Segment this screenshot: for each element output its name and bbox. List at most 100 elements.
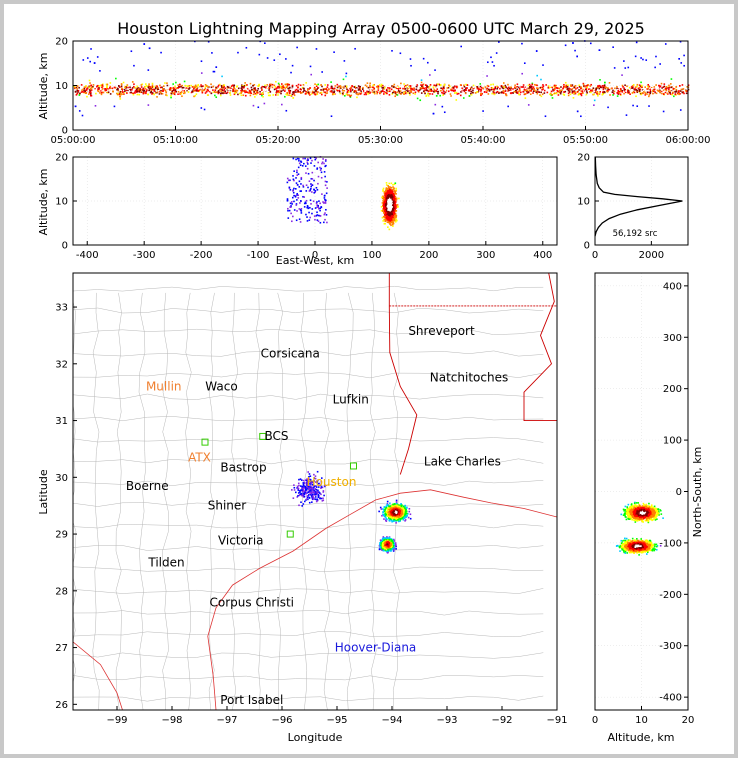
altitude-time-source [356, 90, 359, 93]
altitude-ew-source [385, 187, 388, 189]
altitude-time-source [583, 89, 586, 92]
altitude-ew-source [286, 198, 289, 200]
altitude-ew-source [290, 201, 293, 203]
plan-view-source [384, 514, 387, 517]
altitude-time-source [187, 91, 190, 93]
altitude-time-source [282, 89, 284, 92]
altitude-ew-source [296, 184, 299, 186]
altitude-time-source [359, 87, 362, 90]
altitude-ew-source [385, 218, 387, 221]
altitude-time-source [190, 91, 193, 94]
altitude-time-source [502, 82, 505, 84]
altitude-time-source [134, 86, 137, 89]
altitude-time-source [287, 87, 289, 90]
altitude-time-source [272, 94, 275, 96]
altitude-time-source [333, 51, 335, 53]
altitude-time-source [516, 83, 519, 86]
altitude-time-source [485, 91, 488, 94]
altitude-time-source [151, 93, 153, 95]
altitude-ew-source [324, 184, 327, 187]
altitude-time-source [546, 91, 549, 94]
altitude-time-source [333, 90, 336, 93]
altitude-time-source [291, 84, 294, 87]
altitude-time-source [578, 93, 580, 96]
altitude-time-source [121, 87, 123, 90]
altitude-time-source [257, 85, 260, 88]
plan-view-source [408, 507, 411, 510]
altitude-time-source [275, 87, 278, 90]
altitude-ew-source [393, 203, 396, 206]
altitude-time-source [648, 95, 650, 98]
altitude-time-source [101, 86, 103, 89]
altitude-time-source [419, 99, 422, 102]
altitude-time-source [586, 84, 589, 87]
altitude-time-source [664, 90, 666, 92]
altitude-time-source [551, 97, 554, 99]
altitude-ew-source [385, 200, 388, 202]
altitude-ew-source [324, 212, 326, 214]
altitude-ew-source [393, 217, 396, 220]
altitude-time-source [541, 86, 544, 89]
altitude-time-source [437, 83, 439, 85]
altitude-time-source [498, 92, 500, 95]
altitude-ew-source [392, 218, 395, 220]
altitude-time-source [422, 87, 424, 90]
altitude-time-source [222, 85, 224, 88]
altitude-time-source [179, 83, 181, 86]
altitude-time-source [527, 91, 530, 94]
altitude-time-source [509, 92, 512, 94]
altitude-time-source [199, 87, 202, 89]
altitude-time-source [231, 88, 234, 91]
altitude-time-source [255, 93, 258, 96]
altitude-time-source [531, 88, 533, 90]
altitude-time-source [144, 90, 147, 92]
altitude-time-source [593, 93, 595, 96]
altitude-time-source [300, 87, 303, 90]
altitude-time-source [215, 86, 217, 89]
altitude-time-y-tick-label: 20 [55, 37, 68, 48]
altitude-time-source [669, 91, 671, 94]
altitude-time-source [177, 93, 179, 96]
altitude-time-source [84, 86, 87, 88]
altitude-ew-source [395, 189, 398, 192]
altitude-time-source [539, 86, 542, 89]
altitude-time-source [358, 92, 361, 95]
altitude-time-source [570, 85, 572, 87]
altitude-time-source [512, 88, 514, 90]
altitude-ew-source [322, 201, 324, 203]
altitude-time-source [663, 83, 666, 85]
altitude-ew-source [305, 190, 308, 192]
altitude-time-source [149, 88, 152, 90]
altitude-time-source [338, 90, 341, 93]
altitude-time-source [569, 90, 572, 93]
altitude-time-source [215, 90, 218, 93]
altitude-time-source [682, 89, 685, 92]
altitude-time-source [623, 87, 626, 90]
altitude-time-source [626, 89, 629, 91]
altitude-ew-source [311, 208, 314, 210]
altitude-time-source [612, 94, 614, 96]
altitude-time-source [442, 94, 444, 96]
altitude-time-source [366, 82, 369, 84]
plan-view-source [388, 518, 391, 521]
altitude-time-source [388, 88, 390, 90]
altitude-time-source [116, 92, 118, 95]
altitude-time-source [540, 95, 543, 98]
altitude-time-source [412, 87, 415, 90]
altitude-ew-source [391, 192, 394, 195]
altitude-time-source [526, 92, 529, 94]
altitude-time-source [577, 90, 579, 93]
altitude-time-source [259, 90, 261, 93]
altitude-time-source [354, 90, 356, 92]
altitude-time-source [85, 92, 88, 94]
altitude-time-source [102, 90, 105, 92]
altitude-time-source [493, 91, 495, 94]
altitude-time-source [99, 87, 102, 89]
altitude-time-source [343, 87, 345, 89]
altitude-time-source [319, 92, 322, 94]
altitude-time-source [609, 94, 611, 96]
altitude-ew-source [296, 169, 298, 172]
altitude-time-source [675, 88, 678, 91]
altitude-ew-source [386, 190, 388, 192]
altitude-time-source [385, 88, 388, 91]
